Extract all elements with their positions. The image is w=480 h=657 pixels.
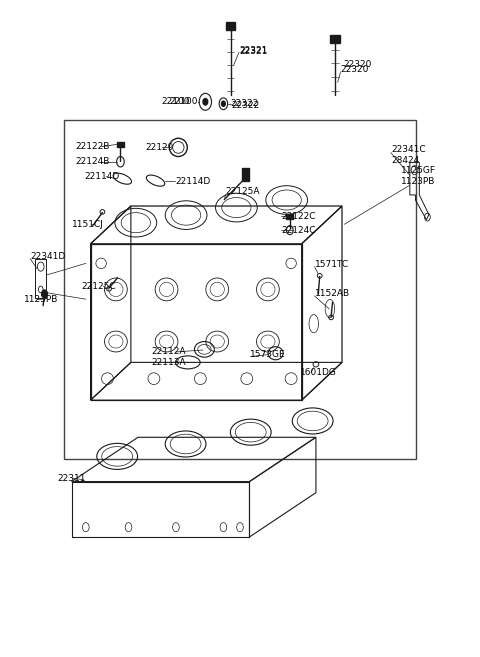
Text: 22100: 22100: [170, 97, 198, 106]
Text: 22320: 22320: [341, 66, 369, 74]
Bar: [226, 22, 235, 30]
Bar: [330, 35, 340, 43]
Text: 22112A: 22112A: [151, 348, 186, 357]
Text: 22122C: 22122C: [282, 212, 316, 221]
Text: 22124C: 22124C: [282, 225, 316, 235]
Circle shape: [42, 290, 48, 298]
Text: 22125A: 22125A: [226, 187, 260, 196]
Text: 28424: 28424: [391, 156, 419, 165]
Text: 1123PB: 1123PB: [24, 295, 59, 304]
Text: 22114D: 22114D: [175, 177, 210, 186]
Text: 1601DG: 1601DG: [300, 369, 337, 377]
Text: 22311: 22311: [57, 474, 86, 483]
Circle shape: [203, 99, 208, 105]
Text: 22125C: 22125C: [81, 282, 116, 290]
Text: 22129: 22129: [145, 143, 173, 152]
Bar: [242, 168, 249, 181]
Text: 1123PB: 1123PB: [401, 177, 436, 186]
Text: 1573GE: 1573GE: [251, 350, 286, 359]
Bar: [35, 259, 47, 298]
Text: 22322: 22322: [230, 99, 259, 108]
Text: 1151CJ: 1151CJ: [72, 220, 104, 229]
Text: 22341C: 22341C: [391, 145, 425, 154]
Text: 22321: 22321: [239, 47, 267, 56]
Text: 22100: 22100: [162, 97, 190, 106]
Text: 22341D: 22341D: [30, 252, 66, 261]
Bar: [117, 142, 124, 147]
Bar: [287, 214, 293, 219]
Text: 22321: 22321: [239, 46, 267, 55]
Text: 22113A: 22113A: [151, 358, 186, 367]
Text: 22114D: 22114D: [84, 172, 120, 181]
Text: 22322: 22322: [231, 101, 260, 110]
Circle shape: [221, 101, 225, 106]
Text: 1571TC: 1571TC: [315, 260, 349, 269]
Text: 1125GF: 1125GF: [401, 166, 436, 175]
Text: 22320: 22320: [343, 60, 372, 69]
Text: 22122B: 22122B: [75, 143, 109, 151]
Text: 1152AB: 1152AB: [315, 290, 350, 298]
Text: 22124B: 22124B: [75, 157, 109, 166]
Bar: [64, 120, 416, 459]
